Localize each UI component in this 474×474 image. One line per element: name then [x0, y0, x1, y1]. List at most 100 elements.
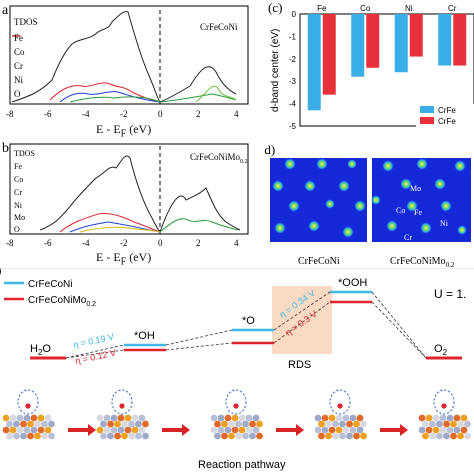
dos-a-frame [9, 5, 249, 105]
dos-a-xlabel: E - EF (eV) [96, 122, 151, 139]
y-tick-label: 0 [292, 10, 297, 19]
state-o2-sub: 2 [443, 348, 448, 357]
pathway-arrow [162, 424, 190, 436]
state-h2o-sub: 2 [38, 348, 43, 357]
chart-c-frame [299, 13, 474, 127]
slab-model [2, 389, 55, 440]
dos-b-cr-curve [159, 218, 239, 233]
xlabel-unit: (eV) [126, 122, 152, 136]
charge-density-panel: (d) Mo Co Fe Ni Cr CrFeCoNi CrFeCoNiMo0.… [264, 142, 471, 269]
state-h2o-h: H [30, 343, 38, 355]
state-h2o: H2O [30, 343, 51, 357]
legend-2-sub: 0.2 [86, 301, 96, 308]
y-tick-label: -1 [289, 32, 297, 41]
dos-b-legend-fe: Fe [14, 162, 22, 171]
chart-c-categories: Fe Co Ni Cr [317, 4, 457, 13]
x-axis-label: Reaction pathway [198, 459, 286, 471]
legend-label-2: CrFeCoNiMo0.2 [28, 295, 96, 308]
d-band-center-chart: (c) d-band center (eV) 0 -1 -2 -3 -4 -5 Fe Co N… [268, 0, 474, 131]
legend-swatch-series-1 [420, 106, 434, 113]
atom-spots-right [371, 158, 467, 235]
category-label: Fe [317, 4, 327, 13]
dos-a-fe-curve [49, 82, 161, 103]
bar-ni-series-2 [409, 14, 423, 57]
category-label: Cr [448, 4, 457, 13]
state-oh: *OH [134, 330, 155, 342]
category-label: Co [360, 4, 371, 13]
dos-a-legend-ni: Ni [14, 75, 23, 85]
dos-b-legend-cr: Cr [14, 188, 22, 197]
dos-b-legend-o: O [14, 225, 20, 234]
dos-b-xlabel: E - EF (eV) [96, 250, 151, 267]
tick-label: -8 [6, 109, 14, 119]
xlabel-sub: F [120, 256, 127, 268]
caption-right-text: CrFeCoNiMo [390, 256, 446, 267]
tick-label: -4 [82, 109, 90, 119]
bar-ni-series-1 [394, 14, 408, 73]
chart-c-legend-2: CrFe [438, 117, 456, 126]
xlabel-text: E - E [96, 250, 121, 264]
state-o2: O2 [434, 343, 448, 357]
atom-labels: Mo Co Fe Ni Cr [396, 184, 449, 242]
structure-strip [2, 389, 471, 440]
dos-a-xticks: -8 -6 -4 -2 0 2 4 [6, 109, 239, 119]
dos-a-legend-co: Co [14, 47, 25, 57]
tick-label: 0 [158, 238, 163, 248]
title-text: CrFeCoNiMo [190, 152, 241, 162]
title-sub: 0.2 [240, 159, 248, 165]
slab-model [314, 389, 367, 440]
dos-a-ni-curve [195, 85, 237, 103]
state-o: *O [242, 315, 255, 327]
state-o2-o: O [434, 343, 443, 355]
atom-label: Cr [404, 233, 412, 242]
state-ooh: *OOH [338, 277, 367, 289]
dos-b-title: CrFeCoNiMo0.2 [190, 152, 248, 165]
dos-a-legend-fe: Fe [14, 33, 23, 43]
pathway-arrow [68, 424, 96, 436]
xlabel-sub: F [120, 128, 127, 140]
dos-a-title: CrFeCoNi [200, 22, 238, 32]
atom-label: Ni [440, 219, 449, 228]
chart-c-bars [307, 14, 467, 111]
rds-label: RDS [288, 359, 311, 371]
bar-fe-series-2 [322, 14, 336, 95]
atom-label: Co [396, 206, 405, 215]
dos-b-mo-curve [79, 226, 161, 233]
dos-a-co-curve [59, 91, 161, 103]
y-tick-label: -4 [289, 100, 297, 109]
connector-lines [65, 291, 427, 359]
dos-a-tdos-curve [11, 11, 237, 103]
dos-b-legend-co: Co [14, 175, 23, 184]
y-tick-label: -5 [289, 122, 297, 131]
atom-spots-left [272, 158, 366, 238]
dos-b-legend-tdos: TDOS [14, 149, 35, 158]
dos-a-legend-o: O [14, 89, 21, 99]
bar-fe-series-1 [307, 14, 321, 111]
xlabel-text: E - E [96, 122, 121, 136]
atom-label: Fe [414, 208, 422, 217]
dos-b-frame [9, 143, 249, 235]
atom-label: Mo [410, 184, 421, 193]
panel-c-label: (c) [268, 0, 282, 15]
bar-co-series-1 [351, 14, 365, 77]
panel-b-label: b [2, 141, 9, 156]
tick-label: 4 [234, 109, 239, 119]
tick-label: -8 [6, 238, 14, 248]
panel-d-label: (d) [264, 142, 275, 157]
bar-cr-series-1 [438, 14, 452, 66]
dos-panel-a: a TDOS Fe Co Cr Ni O CrFeCoNi -8 -6 -4 -… [2, 3, 249, 119]
dos-a-legend-tdos: TDOS [14, 17, 38, 27]
eta-blue-1: η = 0.19 V [72, 332, 114, 350]
dos-a-cr-curve [69, 93, 237, 103]
tick-label: 2 [196, 238, 201, 248]
state-h2o-o: O [42, 343, 51, 355]
rds-highlight [272, 286, 332, 354]
panel-a-label: a [2, 3, 9, 18]
chart-c-legend-1: CrFe [438, 106, 456, 115]
pathway-arrow [380, 424, 408, 436]
category-label: Ni [405, 4, 413, 13]
dos-b-tdos-curve [39, 155, 241, 233]
chart-c-yticks: 0 -1 -2 -3 -4 -5 [289, 10, 297, 131]
legend-swatch-series-2 [420, 117, 434, 124]
caption-left: CrFeCoNi [298, 256, 340, 267]
